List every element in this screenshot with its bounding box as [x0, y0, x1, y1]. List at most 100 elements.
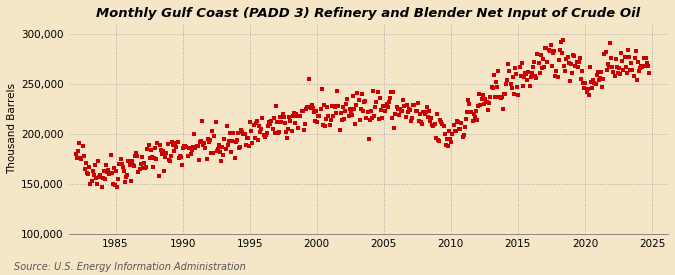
Point — [493, 68, 504, 73]
Point — [158, 149, 169, 154]
Point — [529, 60, 539, 64]
Point — [153, 174, 164, 178]
Point — [607, 65, 618, 69]
Point — [128, 163, 138, 167]
Point — [244, 144, 254, 148]
Point — [598, 77, 609, 81]
Point — [419, 112, 430, 116]
Point — [173, 156, 184, 160]
Point — [86, 179, 97, 184]
Point — [532, 52, 543, 56]
Point — [524, 84, 535, 88]
Point — [331, 111, 342, 116]
Point — [351, 102, 362, 107]
Point — [614, 66, 624, 71]
Point — [227, 139, 238, 143]
Point — [215, 150, 225, 154]
Point — [196, 139, 207, 143]
Point — [246, 129, 256, 133]
Point — [348, 94, 358, 98]
Point — [327, 114, 338, 118]
Point — [346, 109, 356, 114]
Point — [259, 133, 269, 137]
Point — [152, 141, 163, 145]
Point — [468, 112, 479, 116]
Point — [322, 104, 333, 109]
Y-axis label: Thousand Barrels: Thousand Barrels — [7, 83, 17, 174]
Point — [458, 133, 469, 137]
Point — [542, 60, 553, 65]
Point — [570, 64, 580, 68]
Point — [132, 153, 142, 158]
Point — [106, 171, 117, 175]
Point — [437, 122, 448, 127]
Point — [457, 135, 468, 139]
Point — [506, 86, 517, 90]
Point — [73, 148, 84, 153]
Point — [85, 182, 96, 186]
Point — [494, 95, 505, 99]
Point — [502, 77, 512, 82]
Point — [119, 169, 130, 173]
Point — [465, 110, 476, 114]
Point — [593, 70, 603, 74]
Point — [264, 120, 275, 125]
Point — [602, 62, 613, 66]
Point — [239, 132, 250, 137]
Point — [104, 172, 115, 177]
Point — [186, 152, 196, 156]
Point — [435, 117, 446, 122]
Point — [229, 156, 240, 160]
Point — [361, 116, 372, 120]
Point — [237, 130, 248, 134]
Point — [462, 110, 472, 114]
Point — [171, 145, 182, 150]
Point — [323, 113, 334, 118]
Point — [263, 123, 273, 128]
Point — [497, 107, 508, 112]
Point — [371, 100, 382, 104]
Point — [225, 131, 236, 135]
Point — [472, 104, 483, 108]
Point — [230, 140, 241, 144]
Point — [597, 85, 608, 89]
Point — [382, 104, 393, 109]
Point — [605, 56, 616, 60]
Point — [191, 144, 202, 148]
Point — [360, 99, 371, 104]
Point — [372, 90, 383, 95]
Point — [441, 137, 452, 141]
Point — [114, 162, 125, 167]
Point — [333, 103, 344, 108]
Point — [489, 73, 500, 77]
Point — [511, 72, 522, 76]
Point — [313, 114, 324, 118]
Point — [561, 57, 572, 61]
Point — [256, 126, 267, 131]
Point — [616, 51, 626, 55]
Point — [605, 41, 616, 45]
Point — [627, 68, 638, 72]
Point — [329, 105, 340, 109]
Point — [599, 52, 610, 56]
Point — [274, 130, 285, 134]
Point — [572, 65, 583, 70]
Point — [349, 107, 360, 111]
Point — [618, 68, 629, 72]
Point — [292, 114, 302, 118]
Point — [306, 103, 317, 107]
Point — [271, 104, 281, 109]
Point — [600, 50, 611, 55]
Point — [515, 74, 526, 79]
Point — [339, 117, 350, 121]
Point — [593, 78, 604, 82]
Point — [228, 131, 239, 135]
Point — [643, 64, 653, 68]
Point — [470, 109, 481, 114]
Point — [121, 175, 132, 179]
Point — [218, 153, 229, 157]
Point — [271, 120, 282, 125]
Point — [409, 103, 420, 108]
Point — [566, 71, 577, 75]
Point — [381, 102, 392, 106]
